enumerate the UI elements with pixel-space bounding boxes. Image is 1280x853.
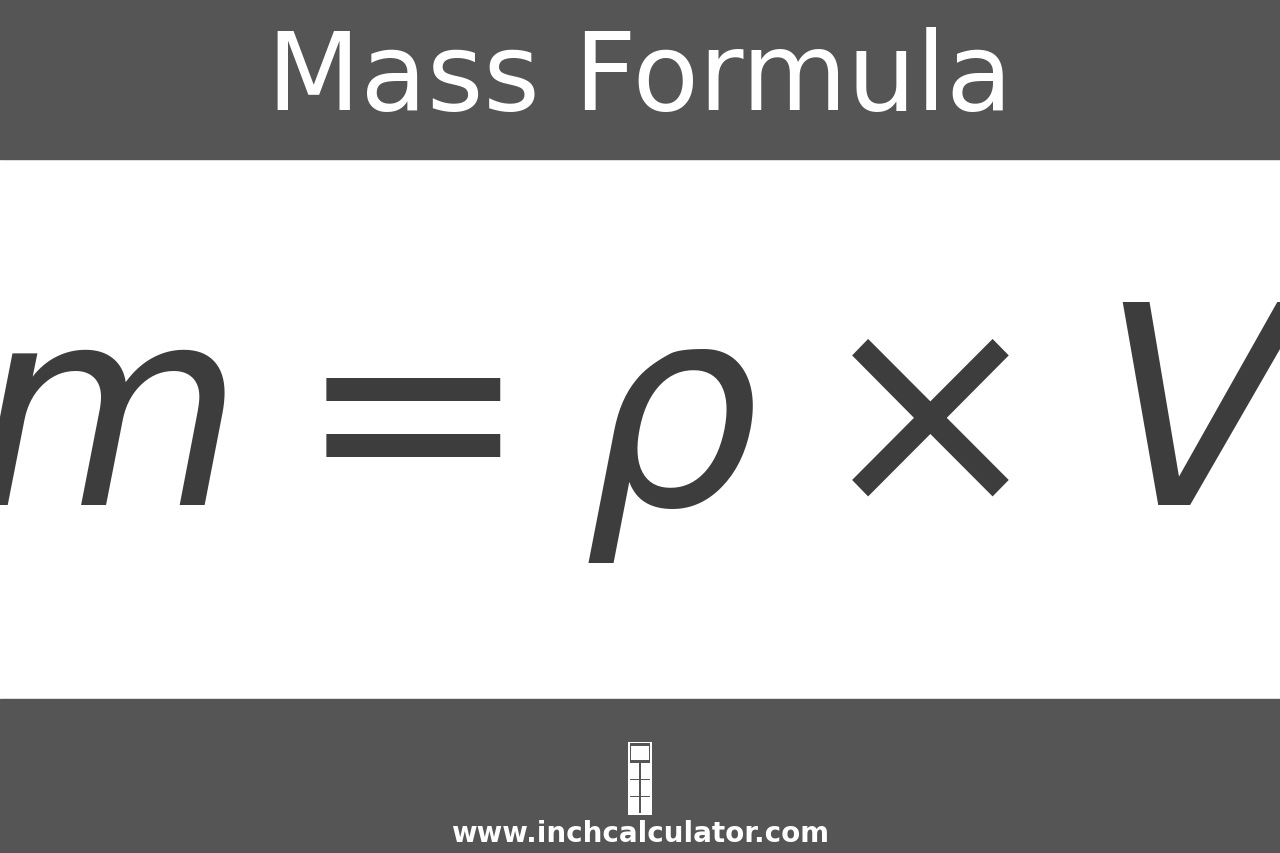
- Text: $\mathit{m} = \rho \times \mathit{V}$: $\mathit{m} = \rho \times \mathit{V}$: [0, 295, 1280, 565]
- Bar: [630, 798, 639, 814]
- Bar: [630, 763, 639, 780]
- Text: Mass Formula: Mass Formula: [268, 27, 1012, 133]
- Bar: [0, 699, 1280, 853]
- Bar: [628, 742, 652, 815]
- Bar: [631, 746, 649, 760]
- Bar: [641, 780, 650, 797]
- Text: www.inchcalculator.com: www.inchcalculator.com: [451, 819, 829, 847]
- Bar: [630, 780, 639, 797]
- Bar: [641, 798, 650, 814]
- Bar: [630, 744, 650, 814]
- Bar: [0, 0, 1280, 160]
- Bar: [641, 763, 650, 780]
